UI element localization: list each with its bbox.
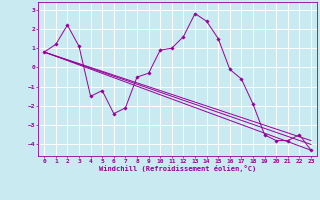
- X-axis label: Windchill (Refroidissement éolien,°C): Windchill (Refroidissement éolien,°C): [99, 165, 256, 172]
